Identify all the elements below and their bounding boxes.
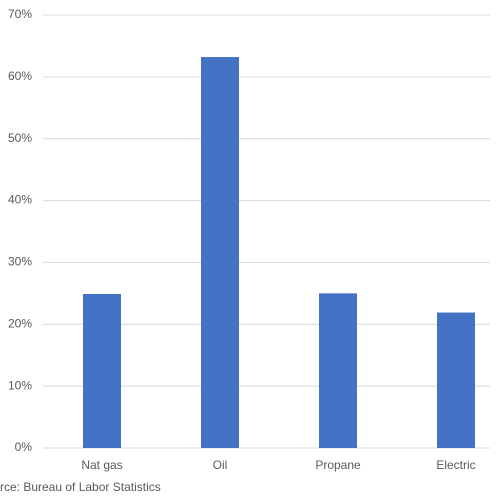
y-tick-label: 70%: [8, 7, 32, 21]
bar: [83, 293, 121, 448]
bar: [319, 293, 357, 448]
y-tick-label: 30%: [8, 255, 32, 269]
y-tick-label: 0%: [15, 440, 33, 454]
x-tick-label: Propane: [315, 458, 361, 472]
x-tick-label: Electric: [436, 458, 475, 472]
y-tick-label: 10%: [8, 378, 32, 392]
bar: [201, 57, 239, 448]
y-tick-label: 60%: [8, 69, 32, 83]
x-tick-label: Nat gas: [81, 458, 122, 472]
x-tick-label: Oil: [213, 458, 228, 472]
y-tick-label: 50%: [8, 131, 32, 145]
y-tick-label: 20%: [8, 316, 32, 330]
source-note: rce: Bureau of Labor Statistics: [0, 480, 161, 494]
y-tick-label: 40%: [8, 193, 32, 207]
bar: [437, 312, 475, 448]
